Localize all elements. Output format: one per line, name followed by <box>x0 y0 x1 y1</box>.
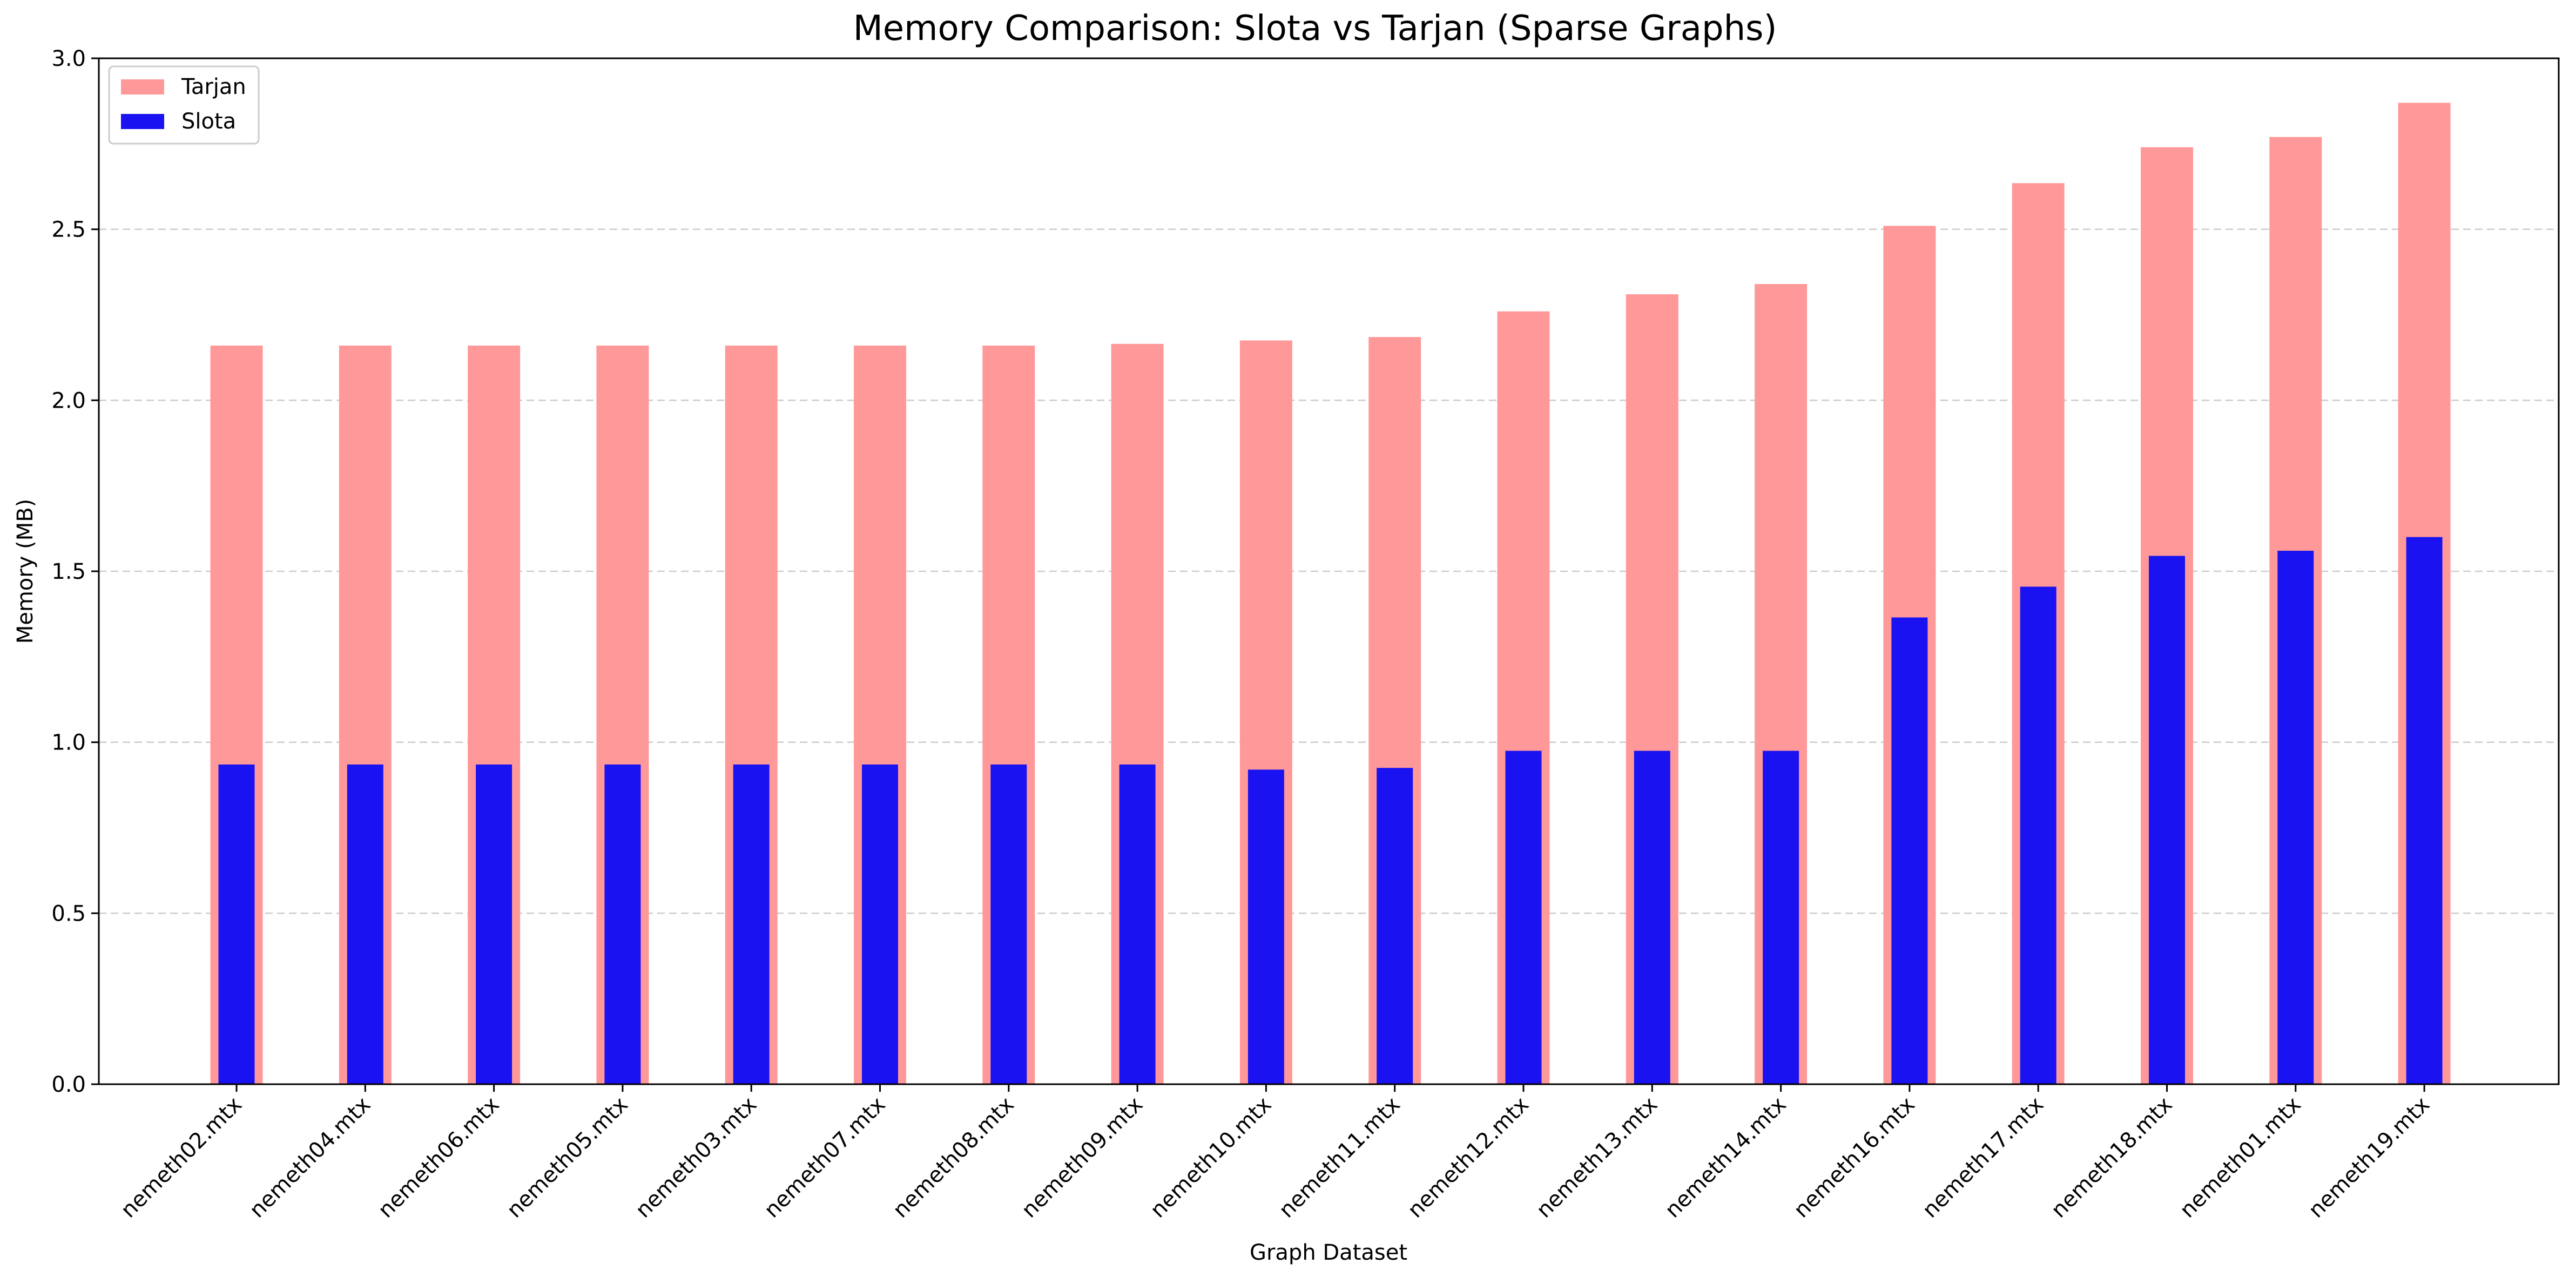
legend-label-tarjan: Tarjan <box>181 75 246 99</box>
y-tick-label: 0.5 <box>51 901 86 926</box>
bar-slota <box>733 764 770 1084</box>
bar-slota <box>1891 617 1928 1084</box>
legend-label-slota: Slota <box>181 109 236 134</box>
bar-slota <box>862 764 898 1084</box>
bar-slota <box>1634 751 1670 1084</box>
y-axis: 0.0 0.5 1.0 1.5 2.0 2.5 3.0 <box>51 46 99 1097</box>
bar-slota <box>2149 556 2185 1084</box>
bar-slota <box>1763 751 1799 1084</box>
bar-slota <box>347 764 383 1084</box>
bar-slota <box>2406 537 2443 1084</box>
bar-slota <box>1119 764 1156 1084</box>
y-tick-label: 0.0 <box>51 1072 86 1097</box>
legend-swatch-tarjan <box>121 79 164 94</box>
y-tick-label: 1.0 <box>51 731 86 755</box>
bar-slota <box>604 764 641 1084</box>
bar-slota <box>2277 551 2314 1084</box>
legend-swatch-slota <box>121 114 164 129</box>
bar-slota <box>476 764 512 1084</box>
legend: Tarjan Slota <box>108 65 260 145</box>
x-axis-label: Graph Dataset <box>1250 1240 1407 1265</box>
y-tick-label: 2.5 <box>51 218 86 242</box>
bar-slota <box>990 764 1027 1084</box>
y-tick-label: 1.5 <box>51 559 86 584</box>
y-axis-label: Memory (MB) <box>13 499 38 644</box>
y-tick-label: 3.0 <box>51 46 86 71</box>
bar-slota <box>2020 586 2056 1084</box>
bar-slota <box>218 764 255 1084</box>
bar-slota <box>1377 768 1413 1084</box>
bar-slota <box>1505 751 1542 1084</box>
y-tick-label: 2.0 <box>51 388 86 413</box>
bar-slota <box>1247 769 1284 1084</box>
chart-title: Memory Comparison: Slota vs Tarjan (Spar… <box>853 9 1777 49</box>
bars-layer <box>210 103 2451 1085</box>
